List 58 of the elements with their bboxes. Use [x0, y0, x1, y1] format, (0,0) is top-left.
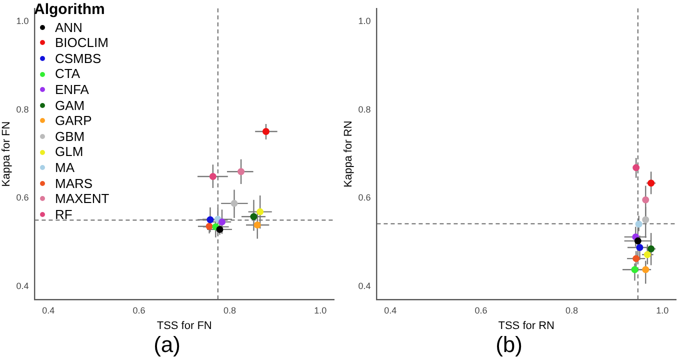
legend-label: MAXENT: [55, 191, 110, 207]
legend-label: GLM: [55, 144, 84, 160]
text: (a): [154, 332, 180, 357]
point: [642, 196, 650, 204]
legend-label: ENFA: [55, 82, 89, 98]
legend-label: CTA: [55, 66, 80, 82]
legend-label: GBM: [55, 128, 85, 144]
legend-label: MA: [55, 160, 74, 176]
point: [250, 213, 258, 220]
legend-label: BIOCLIM: [55, 35, 108, 51]
point: [634, 237, 642, 244]
legend-label: MARS: [55, 176, 93, 192]
y-tick-label: 0.4: [16, 280, 29, 291]
point: [648, 245, 655, 252]
y-tick-label: 0.8: [358, 104, 371, 114]
legend-label: ANN: [55, 20, 82, 36]
legend-label: GARP: [55, 113, 92, 129]
x-tick-label: 0.6: [474, 305, 488, 316]
legend-label: RF: [55, 206, 72, 222]
x-tick-label: 0.8: [223, 305, 236, 316]
y-tick-label: 0.6: [16, 192, 29, 203]
text: (b): [496, 332, 522, 357]
point: [206, 222, 213, 230]
y-axis-title: Kappa for FN: [0, 121, 13, 187]
y-axis-title: Kappa for RN: [342, 120, 355, 188]
point: [218, 218, 226, 226]
y-tick-label: 0.4: [358, 280, 371, 291]
point: [230, 200, 238, 207]
legend-label: GAM: [55, 98, 85, 114]
point: [635, 220, 642, 228]
point: [256, 208, 264, 216]
point: [206, 216, 214, 224]
y-tick-label: 0.8: [16, 104, 29, 114]
point: [631, 266, 638, 274]
point: [636, 244, 644, 252]
point: [644, 251, 651, 258]
y-tick-label: 1.0: [16, 16, 29, 26]
x-tick-label: 0.8: [565, 305, 578, 316]
x-axis-title: TSS for FN: [156, 320, 212, 332]
point: [209, 173, 216, 180]
x-tick-label: 1.0: [656, 305, 669, 316]
y-tick-label: 0.6: [358, 192, 371, 203]
x-tick-label: 0.4: [384, 305, 397, 316]
point: [632, 164, 640, 172]
point: [642, 216, 650, 224]
x-tick-label: 0.6: [132, 305, 146, 316]
point: [632, 255, 640, 262]
x-tick-label: 1.0: [314, 305, 327, 316]
x-axis-title: TSS for RN: [498, 320, 555, 332]
legend-label: CSMBS: [55, 50, 102, 66]
legend-title: Algorithm: [34, 1, 106, 18]
point: [642, 266, 650, 274]
x-tick-label: 0.4: [42, 305, 55, 316]
point: [238, 168, 245, 176]
y-tick-label: 1.0: [358, 16, 371, 26]
point: [262, 128, 270, 135]
point: [216, 226, 224, 233]
point: [254, 222, 261, 229]
